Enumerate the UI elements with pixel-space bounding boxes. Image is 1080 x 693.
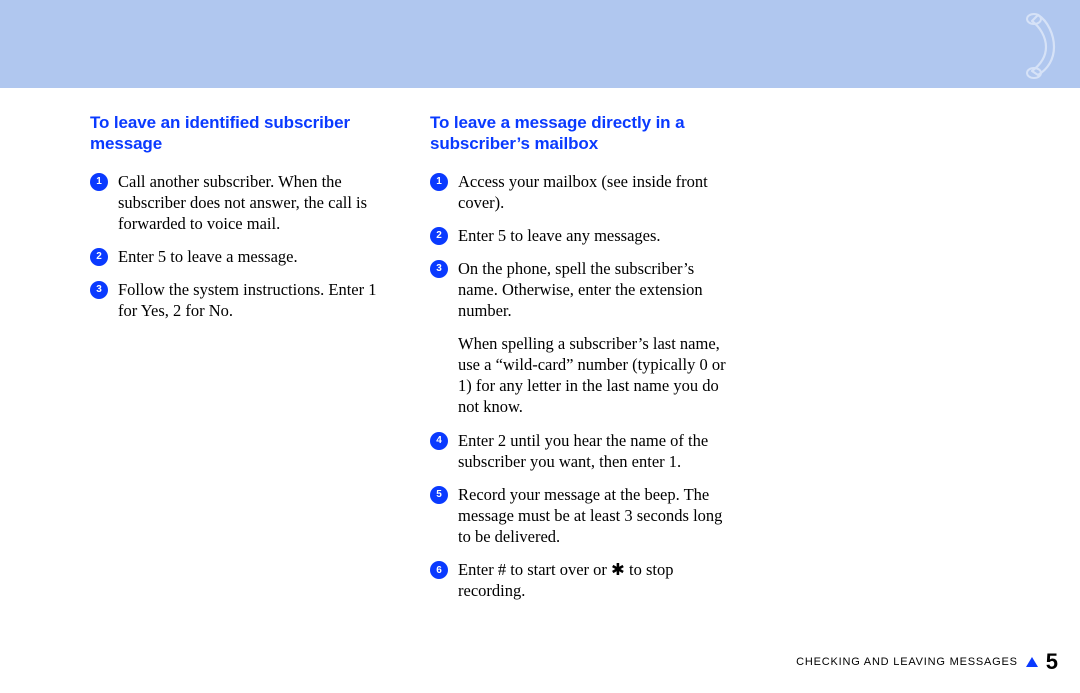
step-bullet: 3: [430, 260, 448, 278]
left-heading: To leave an identified subscriber messag…: [90, 112, 390, 155]
triangle-up-icon: [1026, 657, 1038, 667]
phone-handset-icon: [1002, 10, 1062, 80]
step-text: Follow the system instructions. Enter 1 …: [118, 279, 390, 321]
page-footer: CHECKING AND LEAVING MESSAGES 5: [796, 649, 1058, 675]
list-item: 5 Record your message at the beep. The m…: [430, 484, 730, 547]
list-item: 1 Call another subscriber. When the subs…: [90, 171, 390, 234]
step-bullet: 3: [90, 281, 108, 299]
page-number: 5: [1046, 649, 1058, 675]
list-item: 6 Enter # to start over or ✱ to stop rec…: [430, 559, 730, 601]
list-item: 2 Enter 5 to leave a message.: [90, 246, 390, 267]
step-bullet-spacer: [430, 335, 448, 353]
document-page: To leave an identified subscriber messag…: [0, 0, 1080, 693]
step-text: On the phone, spell the subscriber’s nam…: [458, 258, 730, 321]
right-heading: To leave a message directly in a subscri…: [430, 112, 730, 155]
list-item: 3 On the phone, spell the subscriber’s n…: [430, 258, 730, 321]
left-column: To leave an identified subscriber messag…: [90, 112, 390, 613]
step-text: Enter 2 until you hear the name of the s…: [458, 430, 730, 472]
step-bullet: 6: [430, 561, 448, 579]
step-bullet: 1: [430, 173, 448, 191]
list-item: 3 Follow the system instructions. Enter …: [90, 279, 390, 321]
top-banner: [0, 0, 1080, 88]
step-bullet: 1: [90, 173, 108, 191]
list-item: 1 Access your mailbox (see inside front …: [430, 171, 730, 213]
step-bullet: 2: [90, 248, 108, 266]
step-text: Enter # to start over or ✱ to stop recor…: [458, 559, 730, 601]
step-text: Enter 5 to leave a message.: [118, 246, 390, 267]
step-text: Call another subscriber. When the subscr…: [118, 171, 390, 234]
step-text: Enter 5 to leave any messages.: [458, 225, 730, 246]
list-item: When spelling a subscriber’s last name, …: [430, 333, 730, 417]
step-text: Access your mailbox (see inside front co…: [458, 171, 730, 213]
list-item: 4 Enter 2 until you hear the name of the…: [430, 430, 730, 472]
step-text: Record your message at the beep. The mes…: [458, 484, 730, 547]
list-item: 2 Enter 5 to leave any messages.: [430, 225, 730, 246]
footer-section-text: CHECKING AND LEAVING MESSAGES: [796, 656, 1018, 668]
right-column: To leave a message directly in a subscri…: [430, 112, 730, 613]
step-bullet: 5: [430, 486, 448, 504]
step-text: When spelling a subscriber’s last name, …: [458, 333, 730, 417]
step-bullet: 4: [430, 432, 448, 450]
content-area: To leave an identified subscriber messag…: [90, 112, 750, 613]
step-bullet: 2: [430, 227, 448, 245]
